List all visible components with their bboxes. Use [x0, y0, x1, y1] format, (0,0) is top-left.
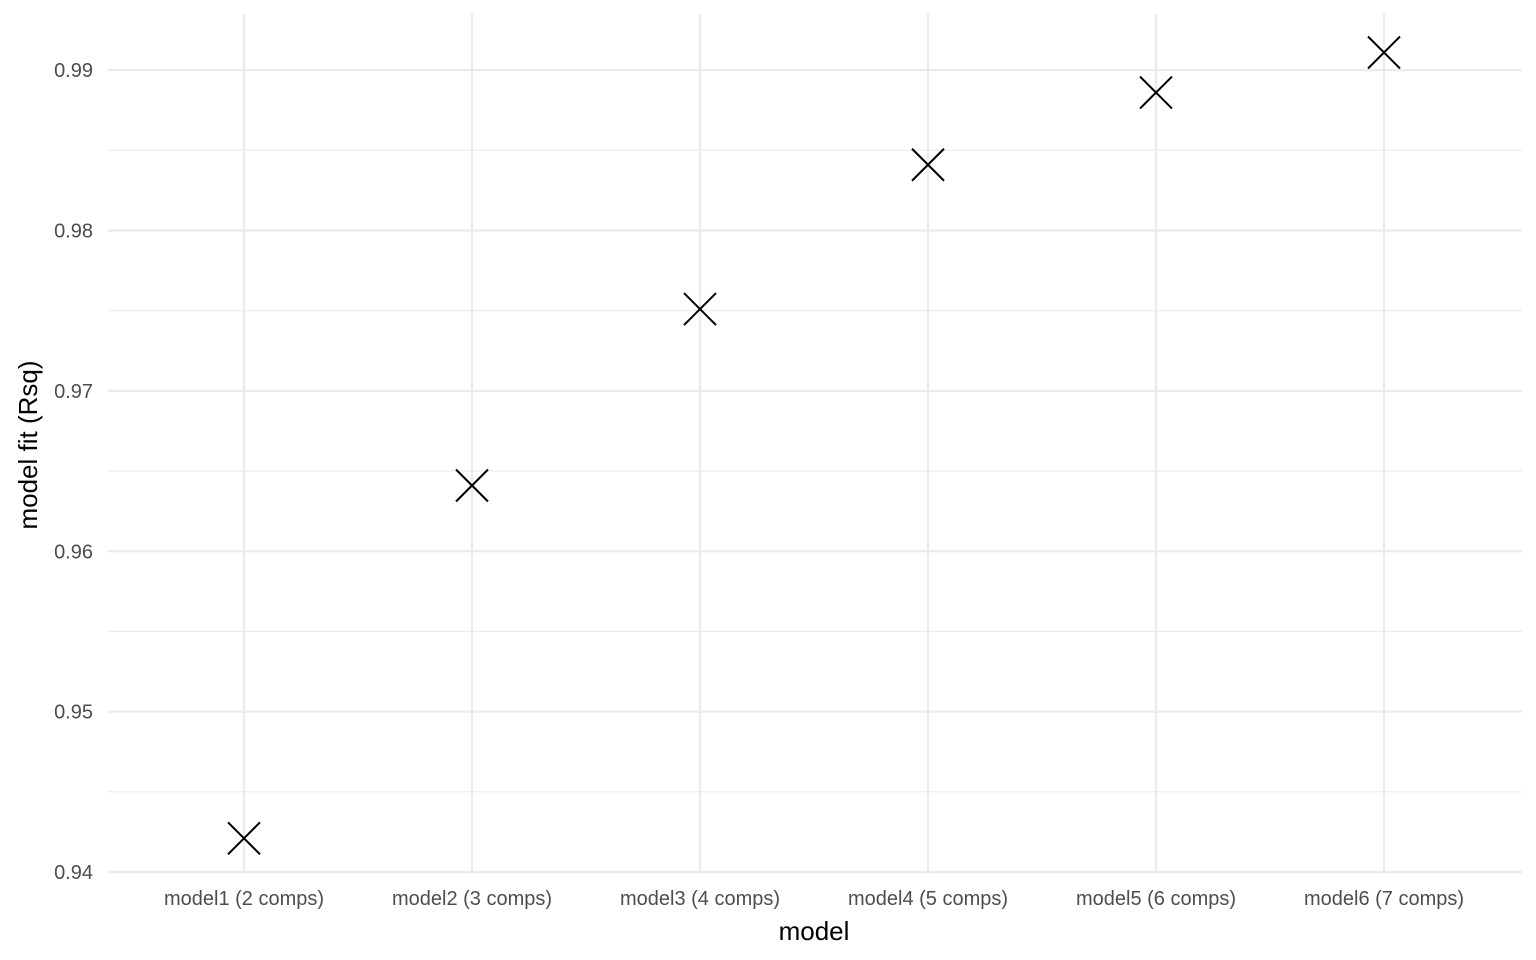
- data-point: [227, 821, 261, 856]
- y-tick-label: 0.95: [54, 702, 93, 724]
- x-axis-title: model: [779, 916, 850, 946]
- y-tick-label: 0.94: [54, 862, 93, 884]
- y-axis-title: model fit (Rsq): [13, 360, 43, 529]
- y-tick-label: 0.97: [54, 381, 93, 403]
- y-tick-label: 0.98: [54, 221, 93, 243]
- grid-lines: [108, 14, 1522, 874]
- y-tick-label: 0.96: [54, 541, 93, 563]
- data-point: [455, 468, 489, 503]
- x-tick-label: model2 (3 comps): [392, 888, 552, 910]
- data-point: [1139, 75, 1173, 110]
- x-tick-label: model1 (2 comps): [164, 888, 324, 910]
- y-axis-tick-labels: 0.94 0.95 0.96 0.97 0.98 0.99: [54, 60, 93, 884]
- x-axis-tick-labels: model1 (2 comps) model2 (3 comps) model3 (…: [164, 888, 1464, 910]
- data-point: [1367, 35, 1401, 70]
- data-point: [911, 148, 945, 182]
- data-points: [227, 35, 1401, 856]
- y-tick-label: 0.99: [54, 60, 93, 82]
- x-tick-label: model5 (6 comps): [1076, 888, 1236, 910]
- x-tick-label: model3 (4 comps): [620, 888, 780, 910]
- x-tick-label: model4 (5 comps): [848, 888, 1008, 910]
- data-point: [683, 292, 717, 326]
- x-tick-label: model6 (7 comps): [1304, 888, 1464, 910]
